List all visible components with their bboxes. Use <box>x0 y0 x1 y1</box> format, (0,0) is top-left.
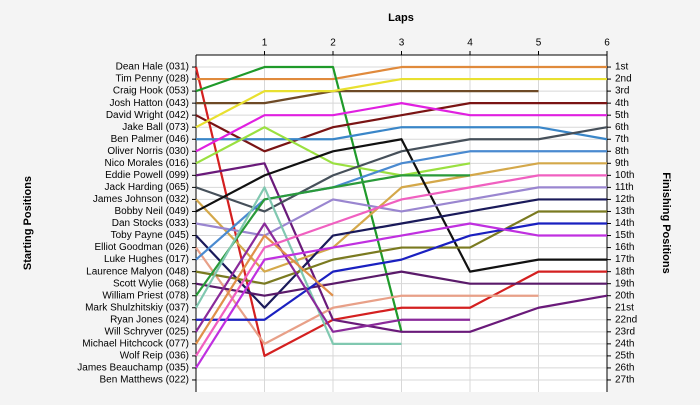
series-line <box>195 77 607 129</box>
x-tick-label: 1 <box>262 38 268 49</box>
series-line <box>195 162 608 333</box>
y2-tick-label: 10th <box>615 170 634 181</box>
series-line <box>195 174 607 357</box>
y-tick-label: Bobby Neil (049) <box>115 206 189 217</box>
y-tick-label: Mark Shulzhitskiy (037) <box>85 302 189 313</box>
y-tick-label: Luke Hughes (017) <box>104 254 189 265</box>
y-tick-label: Jack Harding (065) <box>105 182 189 193</box>
y-tick-label: Josh Hatton (043) <box>110 98 190 109</box>
y2-tick-label: 20th <box>615 290 634 301</box>
y-tick-label: Dan Stocks (033) <box>112 218 189 229</box>
y2-tick-label: 22nd <box>615 314 637 325</box>
y2-tick-label: 23rd <box>615 326 635 337</box>
y-tick-label: Jake Ball (073) <box>122 122 189 133</box>
y2-tick-label: 11th <box>615 182 634 193</box>
y2-tick-label: 9th <box>615 158 629 169</box>
series-line <box>195 246 539 345</box>
x-tick-label: 6 <box>604 38 610 49</box>
series-line <box>194 66 607 357</box>
y2-tick-label: 24th <box>615 338 634 349</box>
y2-tick-label: 17th <box>615 254 634 265</box>
y-tick-label: Oliver Norris (030) <box>107 146 189 157</box>
y2-tick-label: 2nd <box>615 74 632 85</box>
series-line <box>195 210 607 285</box>
y-tick-label: William Priest (078) <box>102 290 189 301</box>
series-line <box>195 138 607 273</box>
y2-tick-label: 21st <box>615 302 634 313</box>
series-line <box>195 102 607 153</box>
y2-tick-label: 18th <box>615 266 634 277</box>
series-line <box>195 102 607 153</box>
series-line <box>196 65 607 81</box>
y-tick-label: Eddie Powell (099) <box>105 170 189 181</box>
series-line <box>195 270 607 297</box>
y-tick-label: James Johnson (032) <box>93 194 189 205</box>
y2-tick-label: 5th <box>615 110 629 121</box>
y-tick-label: Ben Matthews (022) <box>100 375 190 386</box>
y-tick-label: Tim Penny (028) <box>115 74 189 85</box>
x-tick-label: 3 <box>399 38 405 49</box>
series-line <box>196 222 607 321</box>
series-line <box>195 174 470 297</box>
y-tick-label: David Wright (042) <box>106 110 189 121</box>
y2-tick-label: 8th <box>615 146 629 157</box>
y2-tick-label: 19th <box>615 278 634 289</box>
x-tick-label: 2 <box>330 38 336 49</box>
y-tick-label: Ryan Jones (024) <box>110 314 189 325</box>
series-line <box>195 234 334 345</box>
y-tick-label: Nico Morales (016) <box>105 158 189 169</box>
chart-title: Laps <box>388 12 414 24</box>
y2-axis-title: Finishing Positions <box>660 172 672 273</box>
series-line <box>195 222 607 369</box>
y2-tick-label: 25th <box>615 351 634 362</box>
series-line <box>196 90 539 105</box>
y2-tick-label: 12th <box>615 194 634 205</box>
y-tick-label: James Beauchamp (035) <box>77 363 189 374</box>
y2-tick-label: 4th <box>615 98 629 109</box>
y-tick-label: Ben Palmer (046) <box>111 134 189 145</box>
series-line <box>195 126 608 213</box>
y2-tick-label: 14th <box>615 218 634 229</box>
y2-tick-label: 27th <box>615 375 634 386</box>
y-tick-label: Will Schryver (025) <box>105 326 189 337</box>
y2-tick-label: 16th <box>615 242 634 253</box>
y-tick-label: Michael Hitchcock (077) <box>82 338 189 349</box>
x-tick-label: 5 <box>536 38 542 49</box>
y-tick-label: Toby Payne (045) <box>111 230 189 241</box>
y2-tick-label: 15th <box>615 230 634 241</box>
y2-tick-label: 13th <box>615 206 634 217</box>
y-tick-label: Dean Hale (031) <box>116 62 189 73</box>
y2-tick-label: 26th <box>615 363 634 374</box>
y2-tick-label: 7th <box>615 134 629 145</box>
y-tick-label: Craig Hook (053) <box>113 86 189 97</box>
series-line <box>195 65 403 333</box>
y2-tick-label: 1st <box>615 62 629 73</box>
series-line <box>195 198 607 309</box>
y-tick-label: Laurence Malyon (048) <box>86 266 189 277</box>
series-line <box>195 162 607 273</box>
y-axis-title: Starting Positions <box>22 176 34 270</box>
series-line <box>195 126 471 177</box>
x-tick-label: 4 <box>467 38 473 49</box>
y-tick-label: Elliot Goodman (026) <box>95 242 190 253</box>
y2-tick-label: 6th <box>615 122 629 133</box>
y-tick-label: Scott Wylie (068) <box>113 278 189 289</box>
series-line <box>195 222 470 333</box>
y2-tick-label: 3rd <box>615 86 629 97</box>
series-line <box>196 126 608 141</box>
y-tick-label: Wolf Reip (036) <box>120 351 189 362</box>
